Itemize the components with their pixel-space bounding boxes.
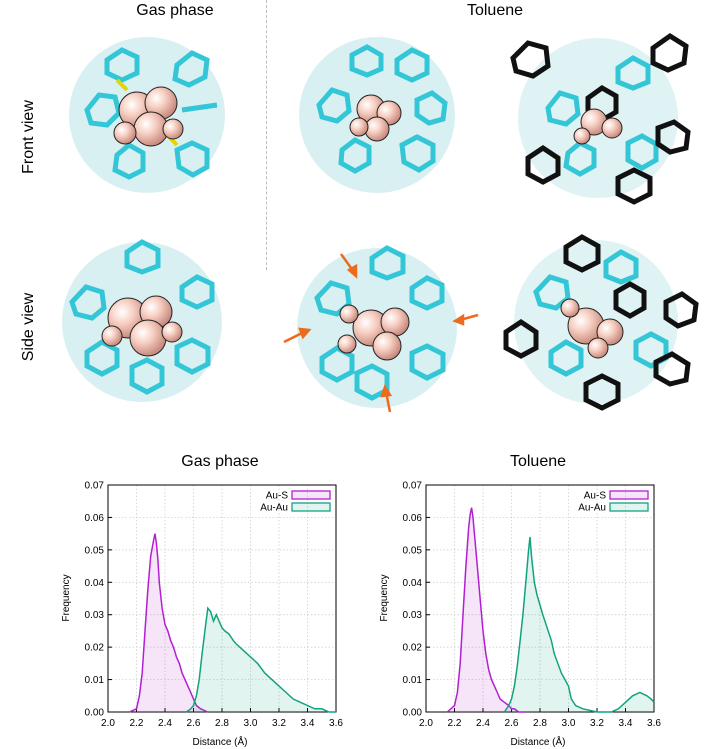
series-line-au-au [503, 536, 655, 713]
y-tick-label: 0.04 [85, 578, 105, 589]
legend-swatch [291, 490, 331, 500]
x-tick-label: 2.6 [187, 718, 201, 729]
series-line-au-au [185, 606, 336, 713]
x-tick-label: 2.4 [476, 718, 490, 729]
x-tick-label: 2.0 [419, 718, 433, 729]
y-tick-label: 0.02 [403, 643, 423, 654]
y-tick-label: 0.07 [85, 481, 105, 492]
y-tick-label: 0.03 [403, 610, 423, 621]
y-tick-label: 0.06 [85, 513, 105, 524]
y-tick-label: 0.05 [85, 545, 105, 556]
col-header-gas-phase: Gas phase [136, 2, 214, 19]
grid [425, 484, 655, 713]
x-tick-label: 2.2 [130, 718, 144, 729]
compression-arrows [283, 253, 479, 413]
legend-label: Au-Au [578, 503, 606, 514]
x-tick-label: 2.8 [533, 718, 547, 729]
y-axis-label: Frequency [379, 574, 390, 621]
cluster-toluene-front-solvent [510, 32, 691, 205]
legend-swatch [291, 502, 331, 512]
x-tick-label: 2.4 [158, 718, 172, 729]
y-tick-label: 0.00 [403, 708, 423, 719]
x-tick-label: 3.0 [562, 718, 576, 729]
x-axis-label: Distance (Å) [192, 735, 247, 748]
x-tick-label: 3.4 [619, 718, 633, 729]
cluster-gas-front [69, 37, 225, 193]
chart-gas-phase: Gas phase 2.0 2.2 2.4 2.6 2.8 3.0 3.2 3.4 3.6 0.0… [61, 453, 343, 748]
x-tick-label: 3.6 [329, 718, 343, 729]
y-tick-label: 0.00 [85, 708, 105, 719]
chart-title: Toluene [510, 453, 566, 470]
molecule-renders [62, 32, 699, 413]
y-tick-label: 0.06 [403, 513, 423, 524]
x-tick-label: 2.0 [101, 718, 115, 729]
x-tick-label: 2.8 [215, 718, 229, 729]
legend: Au-SAu-Au [578, 490, 649, 514]
y-tick-label: 0.02 [85, 643, 105, 654]
chart-title: Gas phase [181, 453, 258, 470]
x-tick-label: 3.2 [272, 718, 286, 729]
cluster-gas-side [62, 239, 222, 402]
chart-toluene: Toluene 2.0 2.2 2.4 2.6 2.8 3.0 3.2 3.4 3.6 0.00 0… [379, 453, 661, 748]
series-area-au-au [186, 608, 336, 712]
cluster-toluene-side [297, 245, 457, 408]
y-tick-label: 0.04 [403, 578, 423, 589]
x-tick-label: 2.2 [448, 718, 462, 729]
x-tick-label: 3.4 [301, 718, 315, 729]
y-tick-label: 0.07 [403, 481, 423, 492]
x-tick-label: 2.6 [505, 718, 519, 729]
y-tick-label: 0.03 [85, 610, 105, 621]
series-area-au-au [504, 536, 654, 712]
col-header-toluene: Toluene [466, 2, 524, 19]
y-axis-label: Frequency [61, 574, 72, 621]
x-tick-label: 3.0 [244, 718, 258, 729]
legend-swatch [609, 490, 649, 500]
y-tick-label: 0.01 [85, 675, 105, 686]
legend-label: Au-S [584, 491, 607, 502]
x-tick-label: 3.6 [647, 718, 661, 729]
cluster-toluene-front [299, 37, 455, 193]
cluster-toluene-side-solvent [503, 234, 699, 411]
y-tick-label: 0.01 [403, 675, 423, 686]
legend-swatch [609, 502, 649, 512]
x-tick-label: 3.2 [590, 718, 604, 729]
series-line-au-s [129, 533, 209, 713]
y-tick-label: 0.05 [403, 545, 423, 556]
legend-label: Au-Au [260, 503, 288, 514]
x-axis-label: Distance (Å) [510, 735, 565, 748]
series-line-au-s [446, 507, 526, 713]
panel-divider [266, 0, 267, 270]
legend: Au-SAu-Au [260, 490, 331, 514]
legend-label: Au-S [266, 491, 289, 502]
